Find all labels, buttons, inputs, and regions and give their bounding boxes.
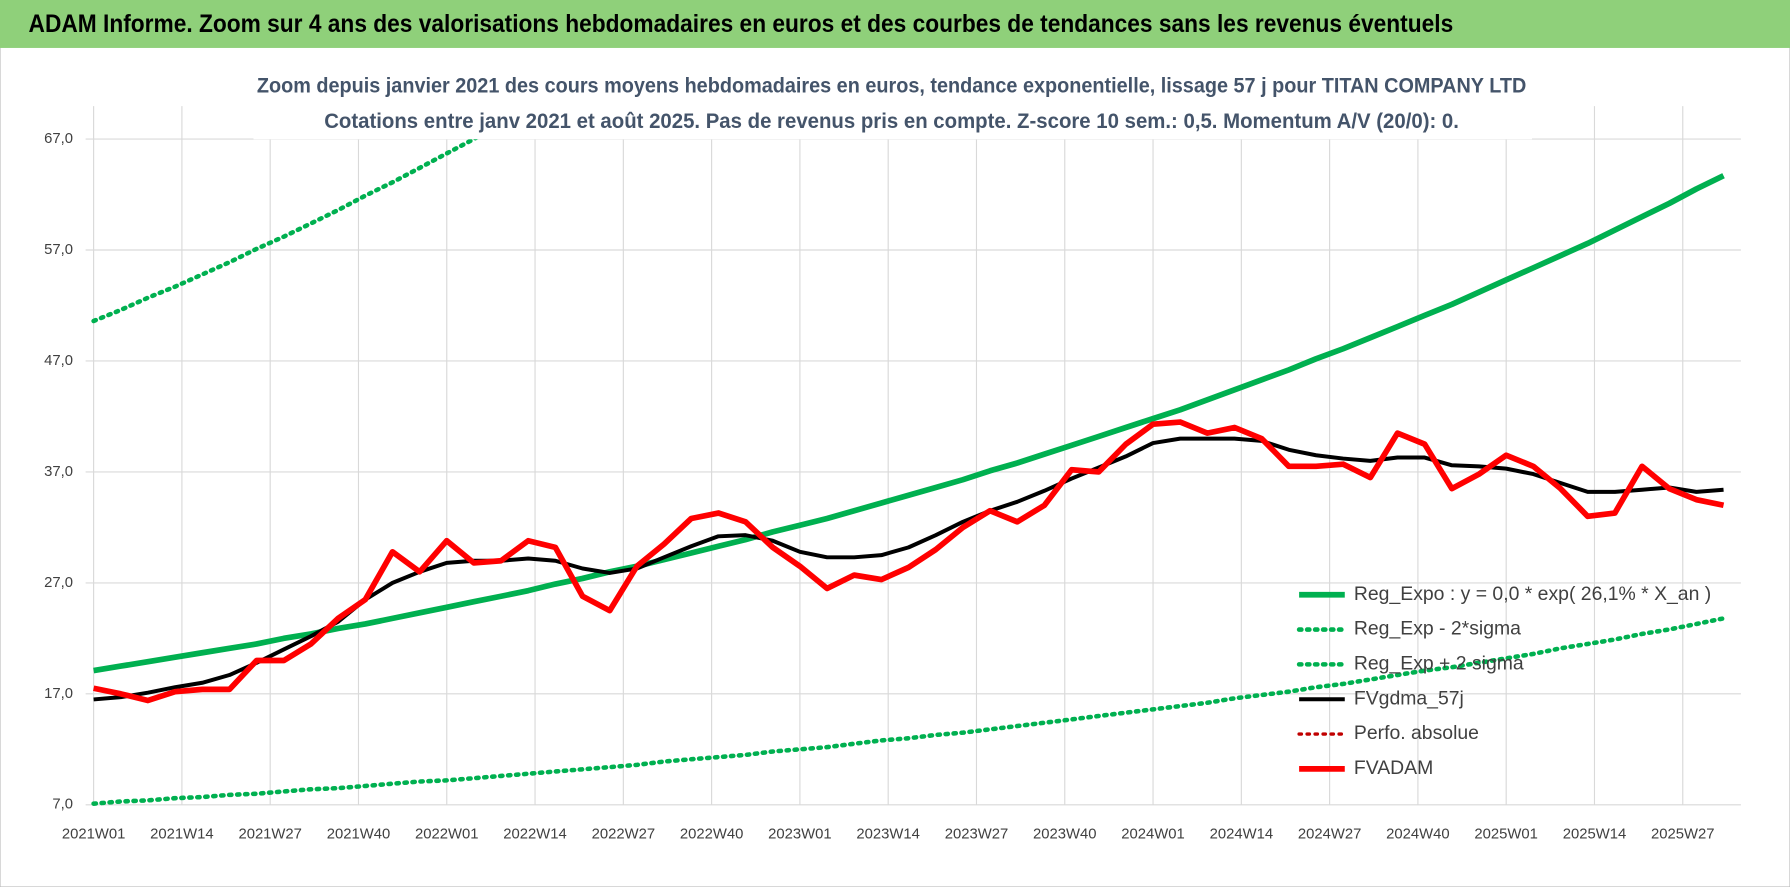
x-tick-label: 2025W14: [1563, 826, 1626, 842]
x-tick-label: 2022W40: [680, 826, 743, 842]
legend-label: FVgdma_57j: [1354, 687, 1464, 709]
legend-label: FVADAM: [1354, 757, 1433, 779]
x-tick-label: 2023W40: [1033, 826, 1096, 842]
x-tick-label: 2021W27: [238, 826, 301, 842]
axes: 7,0 17,0 27,0 37,0 47,0 57,0 67,0 2021W01 2021W1…: [44, 131, 1714, 842]
x-tick-label: 2023W01: [768, 826, 831, 842]
series-line: [93, 419, 1725, 704]
series-line: [91, 616, 1726, 806]
x-tick-label: 2025W01: [1474, 826, 1537, 842]
x-tick-label: 2021W14: [150, 826, 213, 842]
title-backdrop: [253, 68, 1532, 140]
y-tick-label: 57,0: [44, 242, 73, 258]
y-tick-label: 17,0: [44, 686, 73, 702]
chart-subtitle: Cotations entre janv 2021 et août 2025. …: [324, 108, 1459, 133]
legend-label: Reg_Exp + 2 sigma: [1354, 653, 1524, 675]
x-tick-label: 2021W01: [62, 826, 125, 842]
legend: Reg_Expo : y = 0,0 * exp( 26,1% * X_an )…: [1296, 583, 1711, 779]
x-tick-label: 2024W14: [1210, 826, 1273, 842]
y-tick-label: 7,0: [52, 797, 73, 813]
y-tick-label: 67,0: [44, 131, 73, 147]
x-tick-label: 2022W14: [503, 826, 566, 842]
x-tick-label: 2024W40: [1386, 826, 1449, 842]
chart-title: Zoom depuis janvier 2021 des cours moyen…: [257, 72, 1526, 97]
y-tick-label: 37,0: [44, 464, 73, 480]
series-line: [91, 106, 537, 324]
x-tick-label: 2021W40: [327, 826, 390, 842]
x-tick-label: 2022W27: [592, 826, 655, 842]
legend-label: Reg_Expo : y = 0,0 * exp( 26,1% * X_an ): [1354, 583, 1711, 605]
header-bar: [0, 0, 1790, 48]
x-tick-label: 2022W01: [415, 826, 478, 842]
x-tick-label: 2025W27: [1651, 826, 1714, 842]
x-tick-label: 2023W14: [856, 826, 919, 842]
x-tick-label: 2024W27: [1298, 826, 1361, 842]
series-line: [93, 173, 1725, 674]
x-tick-label: 2024W01: [1121, 826, 1184, 842]
legend-label: Perfo. absolue: [1354, 722, 1479, 744]
legend-label: Reg_Exp - 2*sigma: [1354, 618, 1521, 640]
y-tick-label: 47,0: [44, 353, 73, 369]
plot-area: [91, 106, 1726, 806]
header-title: ADAM Informe. Zoom sur 4 ans des valoris…: [29, 10, 1454, 38]
x-tick-label: 2023W27: [945, 826, 1008, 842]
y-tick-label: 27,0: [44, 575, 73, 591]
